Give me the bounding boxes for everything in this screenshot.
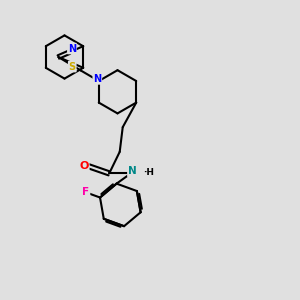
Text: N: N: [68, 44, 76, 53]
Text: N: N: [128, 166, 137, 176]
Text: S: S: [69, 61, 76, 72]
Text: N: N: [93, 74, 101, 84]
Text: F: F: [82, 188, 89, 197]
Text: ·H: ·H: [143, 168, 155, 177]
Text: O: O: [79, 161, 89, 171]
